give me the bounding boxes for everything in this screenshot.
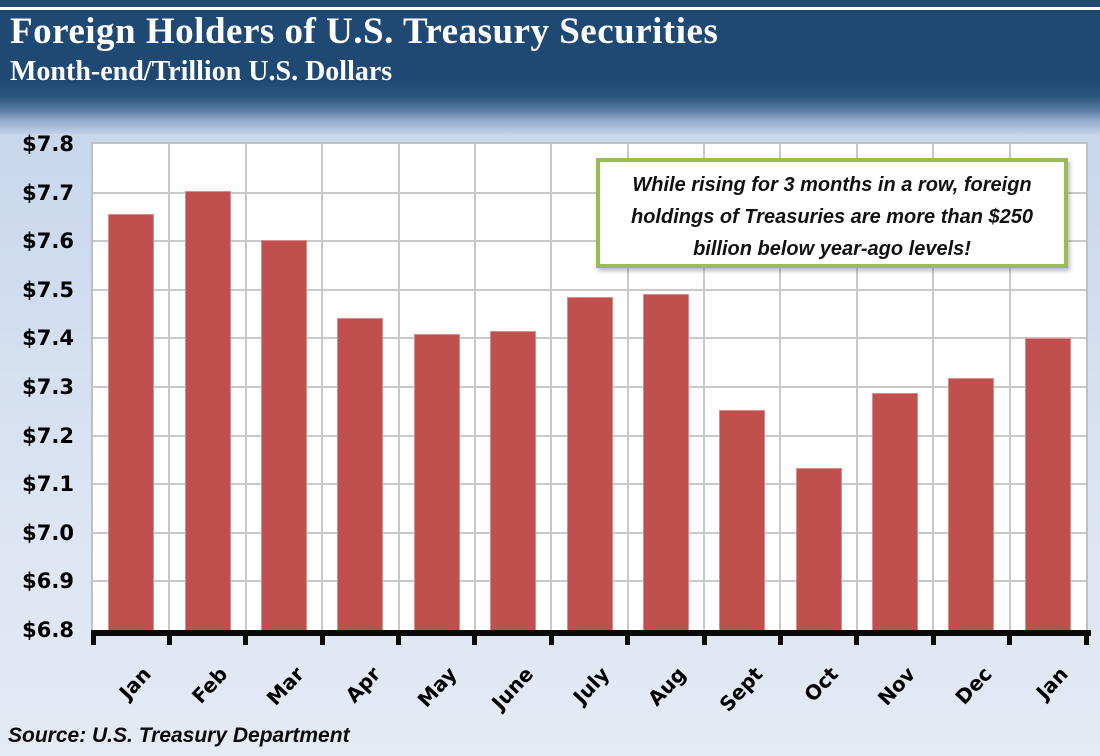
vertical-gridline [550,144,553,630]
y-tick-label: $7.2 [22,423,74,448]
x-axis-tick [930,636,936,645]
bar-june-5 [490,331,537,630]
chart-subtitle: Month-end/Trillion U.S. Dollars [10,56,393,87]
bar-oct-9 [795,468,842,630]
x-tick-label-text: Sept [714,662,767,717]
x-tick-label-text: Mar [261,662,309,711]
x-tick-label-feb-1: Feb [169,648,245,720]
x-tick-label-dec-11: Dec [933,648,1009,720]
y-tick-label: $7.7 [22,180,74,205]
x-tick-label-text: Nov [872,662,920,711]
x-axis-tick [166,636,172,645]
x-tick-label-sept-8: Sept [704,648,780,720]
x-tick-label-mar-2: Mar [246,648,322,720]
y-tick-label: $7.6 [22,229,74,254]
chart-title: Foreign Holders of U.S. Treasury Securit… [10,11,719,52]
x-axis-tick [1083,636,1089,645]
vertical-gridline [168,144,171,630]
y-tick-label: $7.8 [22,132,74,156]
x-tick-label-text: Apr [340,662,386,708]
x-tick-label-text: Feb [186,662,233,709]
x-axis-line [91,630,1091,636]
source-text: Source: U.S. Treasury Department [8,724,350,747]
y-tick-label: $7.0 [22,520,74,545]
x-axis-tick [396,636,402,645]
annotation-line-3: billion below year-ago levels! [693,238,971,260]
x-tick-label-text: June [486,662,538,715]
header-banner: Foreign Holders of U.S. Treasury Securit… [0,0,1100,134]
y-tick-label: $6.9 [22,569,74,594]
bar-jan-0 [108,214,155,630]
x-tick-label-text: Jan [1030,662,1073,705]
x-tick-label-text: Jan [114,662,156,705]
y-tick-label: $7.3 [22,375,74,399]
y-tick-label: $6.8 [22,618,74,642]
x-tick-label-text: July [568,662,615,709]
x-axis-tick [472,636,478,645]
plot-area [91,142,1088,632]
y-tick-label: $7.1 [22,472,74,497]
annotation-line-2: holdings of Treasuries are more than $25… [631,206,1033,228]
vertical-gridline [473,144,476,630]
vertical-gridline [321,144,324,630]
x-tick-label-text: Aug [643,662,691,711]
vertical-gridline [779,144,782,630]
vertical-gridline [397,144,400,630]
bar-may-4 [413,333,460,630]
bar-feb-1 [184,191,231,630]
horizontal-gridline [93,191,1086,194]
horizontal-gridline [93,288,1086,291]
x-tick-label-jan-0: Jan [93,648,169,720]
x-tick-label-july-6: July [551,648,627,720]
bar-dec-11 [948,378,995,630]
x-tick-label-aug-7: Aug [628,648,704,720]
horizontal-gridline [93,240,1086,243]
vertical-gridline [703,144,706,630]
x-axis-tick [548,636,554,645]
x-tick-label-text: May [412,662,462,712]
x-axis-tick [625,636,631,645]
x-tick-label-jan-12: Jan [1010,648,1086,720]
x-tick-label-text: Dec [949,662,997,710]
annotation-line-1: While rising for 3 months in a row, fore… [632,174,1032,196]
bar-sept-8 [719,410,766,630]
vertical-gridline [932,144,935,630]
x-axis-tick [90,636,96,645]
y-tick-label: $7.4 [22,326,74,351]
x-tick-label-apr-3: Apr [322,648,398,720]
vertical-gridline [855,144,858,630]
bar-mar-2 [260,239,307,630]
x-tick-label-june-5: June [475,648,551,720]
top-highlight-line [0,7,1100,10]
x-axis-tick [243,636,249,645]
bar-jan-12 [1024,337,1071,630]
bar-aug-7 [642,294,689,630]
x-tick-label-text: Oct [799,662,844,707]
x-tick-label-oct-9: Oct [780,648,856,720]
x-axis-tick [777,636,783,645]
x-axis-tick [701,636,707,645]
x-axis-tick [1007,636,1013,645]
x-axis-tick [319,636,325,645]
x-tick-label-nov-10: Nov [857,648,933,720]
y-tick-label: $7.5 [22,277,74,302]
x-tick-label-may-4: May [399,648,475,720]
bar-nov-10 [872,393,919,630]
bar-apr-3 [337,317,384,630]
vertical-gridline [626,144,629,630]
vertical-gridline [244,144,247,630]
x-axis-tick [854,636,860,645]
vertical-gridline [1008,144,1011,630]
annotation-box: While rising for 3 months in a row, fore… [596,158,1068,268]
bar-july-6 [566,297,613,630]
